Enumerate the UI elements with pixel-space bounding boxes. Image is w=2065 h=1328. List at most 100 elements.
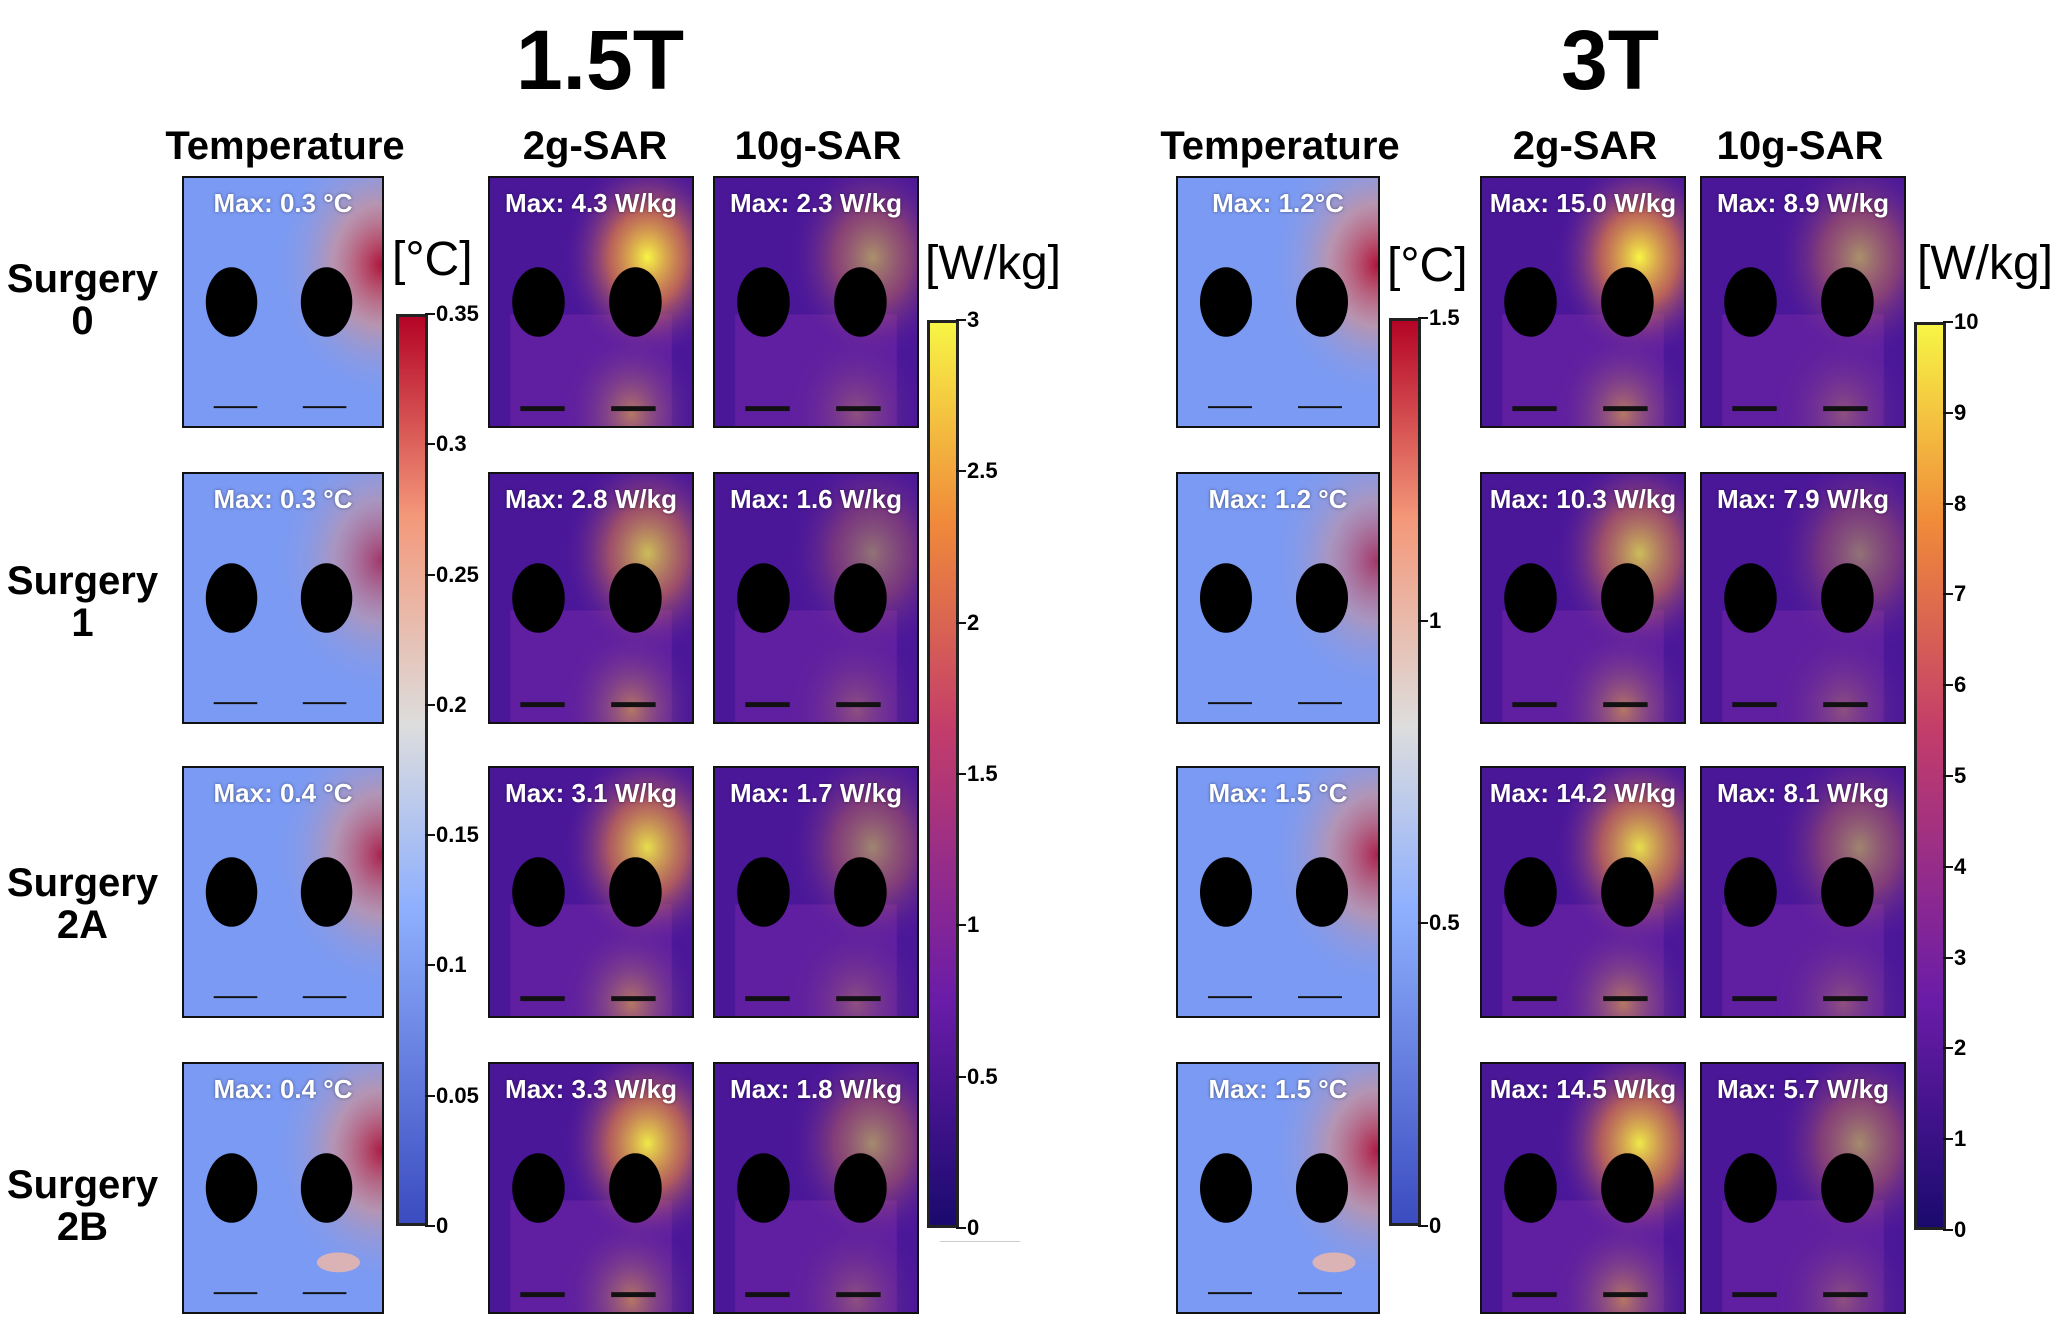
panel-max-label: Max: 15.0 W/kg [1489, 188, 1677, 218]
colorbar-tick [1943, 775, 1953, 777]
panel-max-label: Max: 8.1 W/kg [1717, 778, 1889, 808]
panel-max-label: Max: 0.3 °C [213, 188, 353, 218]
colorbar-tick-label: 5 [1954, 763, 1967, 788]
panel-max-label: Max: 1.7 W/kg [730, 778, 902, 808]
colorbar-tick-label: 2 [967, 609, 980, 635]
panel-max-label: Max: 1.8 W/kg [730, 1074, 902, 1104]
row-label-line2: 2B [56, 1205, 109, 1249]
colorbar-tick [1943, 1229, 1953, 1231]
panel-max-label: Max: 4.3 W/kg [505, 188, 677, 218]
colorbar-tick [1943, 593, 1953, 596]
panel-sar2g-field0-row1: Max: 2.8 W/kg [488, 472, 694, 724]
colorbar-tick-label: 4 [1954, 853, 1967, 879]
panel-temp-field0-row0: Max: 0.3 °C [182, 176, 384, 428]
colorbar-tick-label: 0.35 [436, 301, 479, 326]
colorbar-tick-label: 10 [1954, 309, 1979, 334]
colorbar-tick [425, 573, 435, 576]
row-label-line2: 2A [56, 903, 109, 947]
colorbar-tick [956, 1075, 966, 1078]
colorbar-tick [425, 1094, 435, 1097]
colorbar-tick-label: 7 [1954, 581, 1967, 607]
panel-max-label: Max: 8.9 W/kg [1717, 188, 1889, 218]
row-label-surgery-0: Surgery 0 [0, 258, 165, 342]
panel-sar2g-field1-row0: Max: 15.0 W/kg [1480, 176, 1686, 428]
colorbar-tick-label: 1 [1954, 1126, 1967, 1152]
colorbar-tick-label: 1 [967, 912, 980, 938]
row-label-line2: 0 [71, 299, 94, 343]
field-title-3T: 3T [1560, 13, 1660, 107]
column-header-10g-sar-3T: 10g-SAR [1716, 124, 1884, 168]
panel-max-label: Max: 1.5 °C [1208, 1074, 1348, 1104]
panel-max-label: Max: 1.2°C [1212, 188, 1344, 218]
colorbar-unit-temp-3T: [°C] [1387, 239, 1468, 292]
panel-max-label: Max: 1.2 °C [1208, 484, 1348, 514]
colorbar-tick-label: 0 [436, 1213, 449, 1238]
panel-sar2g-field1-row2: Max: 14.2 W/kg [1480, 766, 1686, 1018]
row-label-surgery-1: Surgery 1 [0, 560, 165, 644]
colorbar-tick-label: 0.15 [436, 822, 479, 848]
panel-sar10g-field1-row2: Max: 8.1 W/kg [1700, 766, 1906, 1018]
colorbar-tick-label: 8 [1954, 490, 1967, 516]
colorbar-tick-label: 0 [967, 1215, 980, 1240]
colorbar-tick-label: 0.3 [436, 431, 467, 457]
panel-max-label: Max: 0.4 °C [213, 1074, 353, 1104]
panel-sar2g-field0-row2: Max: 3.1 W/kg [488, 766, 694, 1018]
panel-temp-field0-row2: Max: 0.4 °C [182, 766, 384, 1018]
panel-sar10g-field0-row1: Max: 1.6 W/kg [713, 472, 919, 724]
panel-temp-field0-row1: Max: 0.3 °C [182, 472, 384, 724]
panel-sar2g-field1-row1: Max: 10.3 W/kg [1480, 472, 1686, 724]
panel-sar2g-field1-row3: Max: 14.5 W/kg [1480, 1062, 1686, 1314]
row-label-line2: 1 [71, 601, 94, 645]
colorbar-tick [956, 1227, 966, 1229]
panel-temp-field1-row3: Max: 1.5 °C [1176, 1062, 1380, 1314]
colorbar-tick-label: 2 [1954, 1035, 1967, 1061]
colorbar-tick [1943, 865, 1953, 868]
colorbar-tick [1943, 411, 1953, 414]
panel-max-label: Max: 7.9 W/kg [1717, 484, 1889, 514]
panel-max-label: Max: 2.3 W/kg [730, 188, 902, 218]
panel-sar10g-field0-row0: Max: 2.3 W/kg [713, 176, 919, 428]
colorbar-tick [425, 313, 435, 315]
colorbar-tick-label: 1.5 [1429, 305, 1460, 330]
panel-max-label: Max: 1.5 °C [1208, 778, 1348, 808]
colorbar-tick-label: 1.5 [967, 761, 998, 786]
colorbar-tick [956, 924, 966, 927]
row-label-line1: Surgery [6, 861, 159, 905]
panel-sar10g-field1-row1: Max: 7.9 W/kg [1700, 472, 1906, 724]
colorbar-tick-label: 2.5 [967, 458, 998, 484]
colorbar-tick [956, 319, 966, 321]
colorbar-tick [956, 470, 966, 473]
colorbar-tick-label: 0.1 [436, 952, 467, 978]
colorbar-tick [1418, 317, 1428, 319]
colorbar-tick [425, 1225, 435, 1227]
panel-sar10g-field1-row3: Max: 5.7 W/kg [1700, 1062, 1906, 1314]
panel-sar10g-field0-row3: Max: 1.8 W/kg [713, 1062, 919, 1314]
colorbar-tick [1418, 922, 1428, 925]
panel-sar10g-field0-row2: Max: 1.7 W/kg [713, 766, 919, 1018]
colorbar-tick-label: 0.2 [436, 691, 467, 717]
row-label-surgery-2a: Surgery 2A [0, 862, 165, 946]
row-label-surgery-2b: Surgery 2B [0, 1164, 165, 1248]
colorbar-tick-label: 0 [1954, 1217, 1967, 1242]
colorbar-tick-label: 6 [1954, 672, 1967, 698]
column-header-2g-sar-3T: 2g-SAR [1512, 124, 1658, 168]
colorbar-tick [1418, 1225, 1428, 1227]
colorbar-temperature-1.5T [396, 314, 428, 1226]
colorbar-tick-label: 3 [1954, 944, 1967, 970]
panel-sar2g-field0-row3: Max: 3.3 W/kg [488, 1062, 694, 1314]
colorbar-tick-label: 0 [1429, 1213, 1442, 1238]
panel-max-label: Max: 5.7 W/kg [1717, 1074, 1889, 1104]
colorbar-tick [1418, 619, 1428, 622]
panel-max-label: Max: 3.1 W/kg [505, 778, 677, 808]
panel-max-label: Max: 14.5 W/kg [1489, 1074, 1677, 1104]
colorbar-tick [1943, 1047, 1953, 1050]
panel-sar10g-field1-row0: Max: 8.9 W/kg [1700, 176, 1906, 428]
row-label-line1: Surgery [6, 1163, 159, 1207]
field-title-1.5T: 1.5T [515, 13, 685, 107]
colorbar-tick-label: 1 [1429, 607, 1442, 633]
panel-temp-field1-row1: Max: 1.2 °C [1176, 472, 1380, 724]
column-header-10g-sar-1.5T: 10g-SAR [734, 124, 902, 168]
colorbar-unit-sar-3T: [W/kg] [1917, 237, 2054, 290]
panel-temp-field0-row3: Max: 0.4 °C [182, 1062, 384, 1314]
colorbar-tick [956, 621, 966, 624]
